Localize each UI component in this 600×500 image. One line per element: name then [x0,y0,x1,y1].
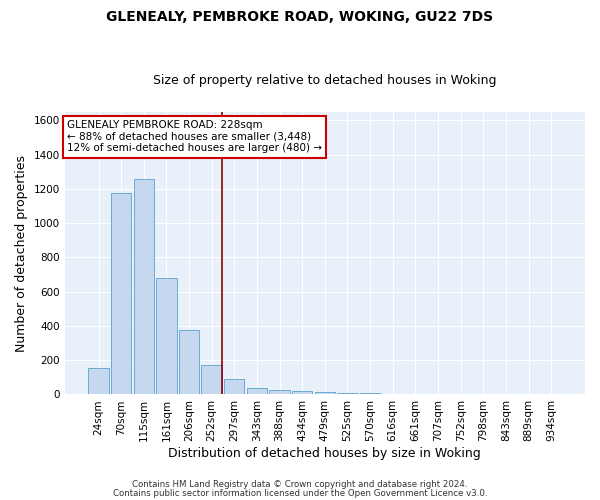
Text: GLENEALY, PEMBROKE ROAD, WOKING, GU22 7DS: GLENEALY, PEMBROKE ROAD, WOKING, GU22 7D… [106,10,494,24]
Bar [360,393,380,394]
Bar [88,368,109,394]
Bar [337,392,358,394]
Text: Contains public sector information licensed under the Open Government Licence v3: Contains public sector information licen… [113,488,487,498]
X-axis label: Distribution of detached houses by size in Woking: Distribution of detached houses by size … [169,447,481,460]
Bar [111,193,131,394]
Text: GLENEALY PEMBROKE ROAD: 228sqm
← 88% of detached houses are smaller (3,448)
12% : GLENEALY PEMBROKE ROAD: 228sqm ← 88% of … [67,120,322,154]
Bar [202,366,222,394]
Bar [269,390,290,394]
Bar [134,180,154,394]
Bar [156,278,176,394]
Bar [247,388,267,394]
Bar [292,392,313,394]
Text: Contains HM Land Registry data © Crown copyright and database right 2024.: Contains HM Land Registry data © Crown c… [132,480,468,489]
Title: Size of property relative to detached houses in Woking: Size of property relative to detached ho… [153,74,497,87]
Y-axis label: Number of detached properties: Number of detached properties [15,154,28,352]
Bar [224,379,244,394]
Bar [179,330,199,394]
Bar [314,392,335,394]
